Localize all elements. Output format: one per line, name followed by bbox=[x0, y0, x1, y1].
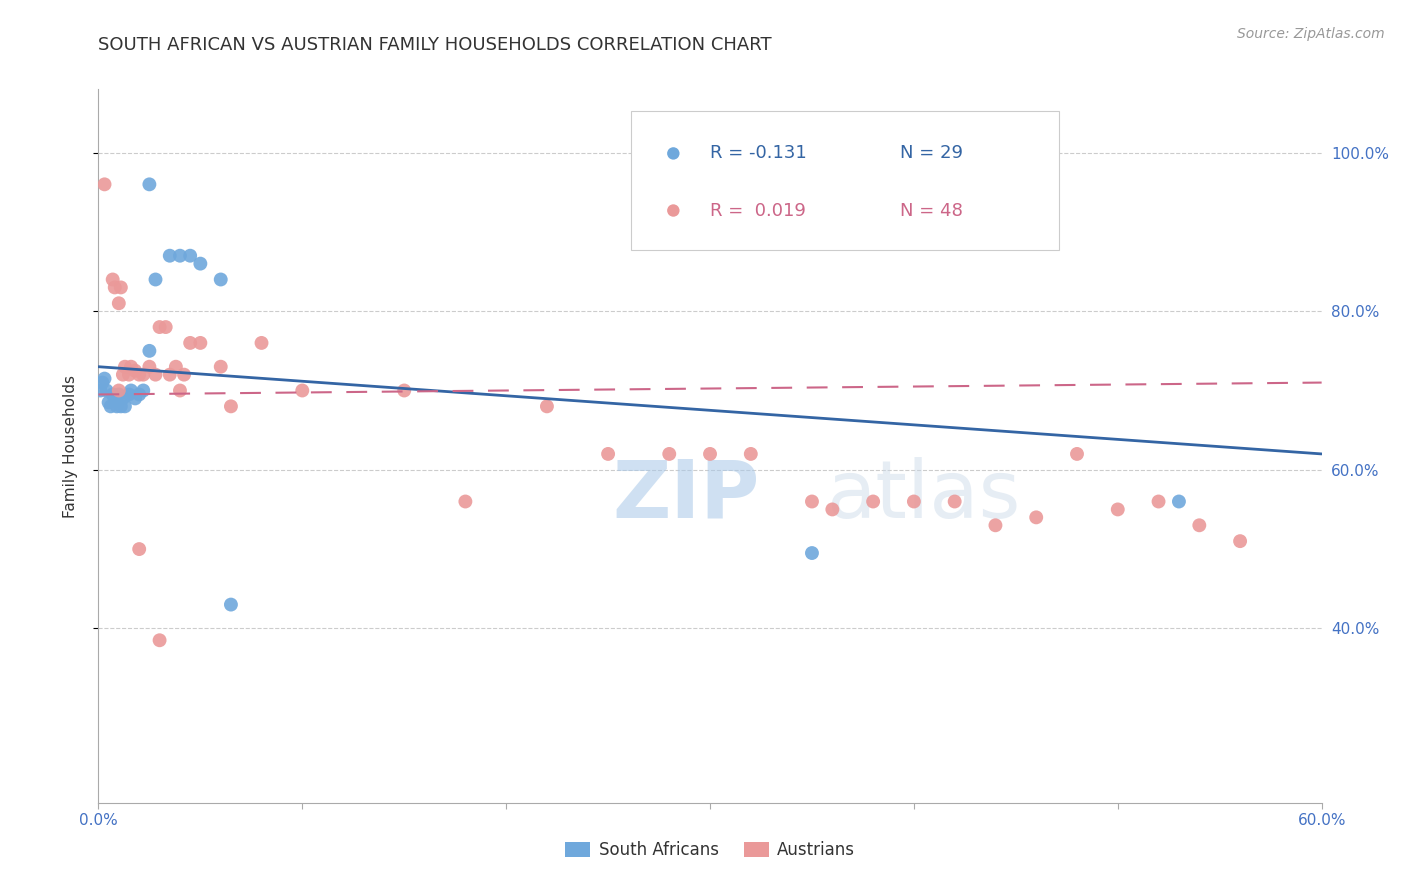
Text: atlas: atlas bbox=[827, 457, 1021, 535]
Text: N = 48: N = 48 bbox=[900, 202, 963, 219]
Point bbox=[209, 272, 232, 286]
Point bbox=[658, 447, 681, 461]
Point bbox=[128, 542, 150, 557]
Point bbox=[250, 335, 273, 350]
Point bbox=[699, 447, 721, 461]
Point bbox=[179, 249, 201, 263]
Point bbox=[1188, 518, 1211, 533]
Point bbox=[104, 392, 127, 406]
Point bbox=[169, 384, 191, 398]
Point bbox=[101, 272, 124, 286]
Text: N = 29: N = 29 bbox=[900, 145, 963, 162]
Point bbox=[108, 296, 131, 310]
Point bbox=[801, 494, 824, 508]
Point bbox=[93, 371, 115, 385]
Point bbox=[89, 384, 111, 398]
Point bbox=[219, 598, 242, 612]
Point bbox=[173, 368, 195, 382]
Point bbox=[132, 368, 155, 382]
Point bbox=[145, 368, 167, 382]
Point bbox=[392, 384, 416, 398]
Point bbox=[188, 257, 212, 271]
Text: ZIP: ZIP bbox=[612, 457, 759, 535]
Point bbox=[101, 387, 124, 401]
Point bbox=[128, 387, 150, 401]
FancyBboxPatch shape bbox=[630, 111, 1059, 250]
Point bbox=[91, 376, 114, 390]
Point bbox=[179, 335, 201, 350]
Point bbox=[111, 392, 134, 406]
Point bbox=[821, 502, 844, 516]
Point bbox=[114, 359, 136, 374]
Point bbox=[943, 494, 966, 508]
Point bbox=[96, 384, 118, 398]
Point bbox=[124, 364, 146, 378]
Point bbox=[108, 387, 131, 401]
Point bbox=[801, 546, 824, 560]
Point bbox=[149, 320, 172, 334]
Point bbox=[118, 387, 141, 401]
Point bbox=[1167, 494, 1189, 508]
Point bbox=[165, 359, 187, 374]
Point bbox=[114, 400, 136, 414]
Point bbox=[155, 320, 177, 334]
Point bbox=[903, 494, 925, 508]
Point bbox=[93, 178, 115, 192]
Point bbox=[209, 359, 232, 374]
Y-axis label: Family Households: Family Households bbox=[63, 375, 77, 517]
Point bbox=[159, 368, 181, 382]
Point bbox=[120, 384, 142, 398]
Point bbox=[1147, 494, 1170, 508]
Point bbox=[138, 178, 160, 192]
Point bbox=[124, 392, 146, 406]
Point bbox=[97, 395, 120, 409]
Point bbox=[138, 359, 160, 374]
Point bbox=[110, 280, 132, 294]
Point bbox=[1025, 510, 1047, 524]
Text: SOUTH AFRICAN VS AUSTRIAN FAMILY HOUSEHOLDS CORRELATION CHART: SOUTH AFRICAN VS AUSTRIAN FAMILY HOUSEHO… bbox=[98, 36, 772, 54]
Point bbox=[219, 400, 242, 414]
Point bbox=[128, 368, 150, 382]
Legend: South Africans, Austrians: South Africans, Austrians bbox=[558, 835, 862, 866]
Point bbox=[740, 447, 762, 461]
Point bbox=[138, 343, 160, 358]
Point bbox=[110, 400, 132, 414]
Point bbox=[145, 272, 167, 286]
Point bbox=[188, 335, 212, 350]
Point bbox=[291, 384, 314, 398]
Point bbox=[1045, 217, 1069, 231]
Point bbox=[1107, 502, 1129, 516]
Text: R = -0.131: R = -0.131 bbox=[710, 145, 807, 162]
Point bbox=[149, 633, 172, 648]
Point bbox=[536, 400, 558, 414]
Point bbox=[105, 400, 128, 414]
Point bbox=[132, 384, 155, 398]
Point bbox=[118, 368, 141, 382]
Point bbox=[108, 384, 131, 398]
Point bbox=[159, 249, 181, 263]
Text: Source: ZipAtlas.com: Source: ZipAtlas.com bbox=[1237, 27, 1385, 41]
Point bbox=[111, 368, 134, 382]
Point bbox=[1045, 280, 1069, 294]
Point bbox=[454, 494, 477, 508]
Point bbox=[862, 494, 884, 508]
Point bbox=[169, 249, 191, 263]
Point bbox=[598, 447, 620, 461]
Point bbox=[104, 280, 127, 294]
Point bbox=[1229, 534, 1251, 549]
Point bbox=[1066, 447, 1088, 461]
Point bbox=[120, 359, 142, 374]
Text: R =  0.019: R = 0.019 bbox=[710, 202, 806, 219]
Point bbox=[984, 518, 1007, 533]
Point bbox=[100, 400, 122, 414]
